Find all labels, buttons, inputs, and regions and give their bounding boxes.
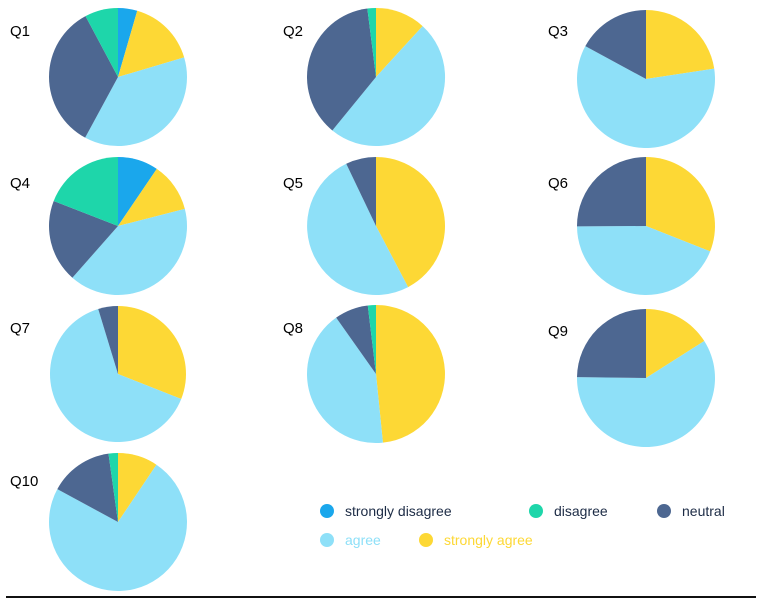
slice-strongly-agree [118, 453, 157, 522]
slice-neutral [49, 16, 119, 138]
pie-q7: Q7 [10, 306, 186, 442]
slice-neutral [576, 156, 646, 227]
slice-agree [332, 26, 446, 147]
legend-label: disagree [554, 503, 608, 519]
legend-label: strongly disagree [345, 503, 452, 519]
slice-strongly-agree [646, 9, 715, 79]
legend-item-agree: agree [320, 532, 381, 548]
legend-swatch [419, 533, 433, 547]
slice-neutral [585, 10, 646, 79]
slice-agree [577, 226, 711, 295]
slice-agree [49, 308, 182, 442]
slice-strongly-agree [118, 168, 185, 226]
pie-q3: Q3 [548, 9, 716, 148]
pie-q5: Q5 [283, 157, 446, 295]
legend-item-strongly-agree: strongly agree [419, 532, 533, 548]
legend-label: agree [345, 532, 381, 548]
legend-swatch [320, 504, 334, 518]
slice-neutral [98, 306, 118, 374]
slice-strongly-disagree [118, 157, 157, 226]
slice-strongly-agree [376, 8, 423, 77]
pie-q4: Q4 [10, 157, 187, 295]
slice-strongly-agree [376, 157, 446, 288]
slice-disagree [367, 304, 376, 374]
legend-swatch [657, 504, 671, 518]
legend-swatch [320, 533, 334, 547]
pie-q8: Q8 [283, 304, 445, 443]
legend-item-strongly-disagree: strongly disagree [320, 503, 452, 519]
pie-title: Q6 [548, 175, 568, 192]
slice-strongly-agree [118, 306, 186, 400]
slice-neutral [57, 453, 118, 522]
pie-title: Q10 [10, 473, 38, 490]
slice-strongly-agree [376, 305, 445, 443]
pie-q9: Q9 [548, 309, 716, 448]
slice-disagree [53, 157, 118, 226]
legend-swatch [529, 504, 543, 518]
pie-title: Q2 [283, 23, 303, 40]
pie-title: Q9 [548, 323, 568, 340]
slice-agree [85, 57, 188, 146]
slice-disagree [108, 453, 118, 522]
slice-strongly-disagree [118, 8, 138, 77]
slice-neutral [336, 305, 376, 374]
pie-title: Q1 [10, 23, 30, 40]
slice-agree [72, 208, 187, 295]
pie-q10: Q10 [10, 453, 188, 592]
slice-neutral [346, 157, 376, 226]
legend-item-neutral: neutral [657, 503, 725, 519]
slice-disagree [85, 8, 118, 77]
slice-neutral [306, 8, 376, 131]
legend-item-disagree: disagree [529, 503, 608, 519]
pie-title: Q5 [283, 175, 303, 192]
slice-neutral [577, 309, 646, 378]
slice-neutral [49, 201, 118, 278]
legend: strongly disagree disagree neutral agree str… [320, 503, 725, 548]
pie-title: Q4 [10, 175, 30, 192]
pie-title: Q7 [10, 320, 30, 337]
slice-agree [577, 46, 716, 148]
legend-label: neutral [682, 503, 725, 519]
bottom-rule [6, 596, 756, 598]
pie-q2: Q2 [283, 7, 446, 147]
pie-title: Q8 [283, 320, 303, 337]
pie-q6: Q6 [548, 156, 715, 295]
slice-strongly-agree [118, 10, 185, 78]
slice-agree [577, 341, 716, 448]
pie-title: Q3 [548, 23, 568, 40]
slice-agree [307, 317, 383, 443]
pie-q1: Q1 [10, 8, 188, 146]
slice-strongly-agree [646, 157, 715, 252]
slice-agree [49, 464, 188, 592]
legend-label: strongly agree [444, 532, 533, 548]
slice-agree [307, 163, 409, 295]
slice-strongly-agree [646, 309, 705, 378]
slice-disagree [367, 7, 376, 77]
